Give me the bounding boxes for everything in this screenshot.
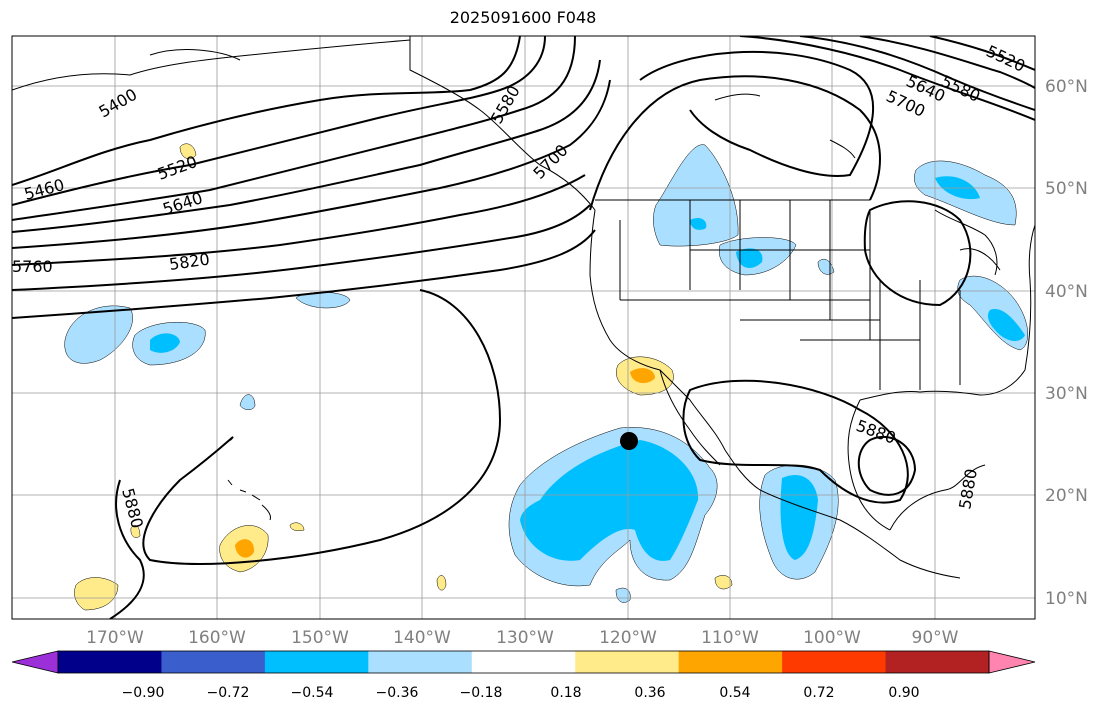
- colorbar-tick-label: −0.18: [460, 685, 503, 701]
- shade-pos-light: [130, 525, 141, 538]
- colorbar-extend-low: [11, 650, 59, 674]
- contour-label: 5820: [168, 249, 211, 273]
- contour-label: 5640: [160, 188, 205, 219]
- lat-label: 30°N: [1045, 384, 1088, 404]
- colorbar-tick-label: 0.54: [719, 685, 750, 701]
- colorbar: [11, 650, 1036, 674]
- map-frame: [11, 35, 1036, 620]
- lat-label: 50°N: [1045, 179, 1088, 199]
- shade-neg-mid: [780, 474, 818, 560]
- colorbar-segment: [58, 651, 162, 673]
- contour-label: 5520: [155, 152, 200, 184]
- colorbar-segment: [161, 651, 266, 673]
- lat-label: 60°N: [1045, 77, 1088, 97]
- height-contours: [12, 36, 1035, 619]
- colorbar-tick-label: 0.72: [803, 685, 834, 701]
- lon-label: 110°W: [701, 628, 759, 648]
- contour-label: 5580: [487, 82, 524, 127]
- shade-neg-light: [615, 587, 631, 603]
- lon-label: 90°W: [912, 628, 959, 648]
- map-area: 5400 5460 5520 5640 5820 5760 5580 5700 …: [12, 36, 1035, 619]
- shade-neg-light: [653, 144, 739, 247]
- map-title: 2025091600 F048: [449, 8, 597, 27]
- lat-label: 40°N: [1045, 282, 1088, 302]
- colorbar-tick-label: −0.90: [122, 685, 165, 701]
- colorbar-tick-label: 0.18: [550, 685, 581, 701]
- shade-pos-light: [436, 575, 447, 591]
- colorbar-tick-label: −0.54: [291, 685, 334, 701]
- colorbar-segment: [885, 651, 990, 673]
- lon-label: 150°W: [291, 628, 349, 648]
- shade-pos-light: [289, 522, 305, 532]
- contour-label: 5400: [96, 85, 141, 122]
- shade-neg-mid: [987, 309, 1025, 342]
- location-marker[interactable]: [620, 432, 638, 450]
- shade-pos-light: [74, 577, 119, 611]
- colorbar-tick-label: 0.36: [634, 685, 665, 701]
- contour-label: 5760: [12, 257, 53, 276]
- shade-neg-mid: [736, 248, 763, 268]
- coastlines: [12, 36, 1035, 579]
- colorbar-segment: [782, 651, 887, 673]
- longitude-labels: 170°W 160°W 150°W 140°W 130°W 120°W 110°…: [86, 628, 959, 648]
- lon-label: 170°W: [86, 628, 144, 648]
- colorbar-ticks: −0.90 −0.72 −0.54 −0.36 −0.18 0.18 0.36 …: [122, 685, 920, 701]
- colorbar-tick-label: 0.90: [888, 685, 919, 701]
- colorbar-segment: [471, 651, 576, 673]
- shade-neg-mid: [690, 217, 707, 230]
- colorbar-tick-label: −0.72: [207, 685, 250, 701]
- lon-label: 160°W: [188, 628, 246, 648]
- contour-label: 5880: [118, 486, 147, 530]
- shade-pos-mid: [630, 368, 655, 384]
- colorbar-segment: [575, 651, 680, 673]
- anomaly-shading: [64, 143, 1028, 611]
- contour-labels: 5400 5460 5520 5640 5820 5760 5580 5700 …: [12, 41, 1028, 530]
- shade-neg-mid: [520, 440, 699, 561]
- shade-pos-mid: [235, 539, 255, 558]
- colorbar-extend-high: [988, 650, 1036, 674]
- colorbar-segment: [678, 651, 783, 673]
- shade-pos-light: [179, 143, 197, 160]
- latitude-labels: 60°N 50°N 40°N 30°N 20°N 10°N: [1045, 77, 1088, 609]
- lon-label: 120°W: [599, 628, 657, 648]
- colorbar-segment: [264, 651, 369, 673]
- lat-label: 10°N: [1045, 589, 1088, 609]
- contour-label: 5880: [955, 467, 981, 510]
- shade-neg-light: [239, 394, 256, 410]
- contour-label: 5520: [983, 41, 1028, 75]
- shade-pos-light: [714, 575, 733, 590]
- lat-label: 20°N: [1045, 486, 1088, 506]
- colorbar-segment: [368, 651, 473, 673]
- colorbar-frame: [57, 650, 990, 674]
- contour-label: 5880: [854, 416, 899, 448]
- colorbar-tick-label: −0.36: [376, 685, 419, 701]
- lon-label: 130°W: [496, 628, 554, 648]
- lon-label: 100°W: [803, 628, 861, 648]
- shade-neg-mid: [150, 333, 180, 353]
- lon-label: 140°W: [393, 628, 451, 648]
- graticule: [12, 36, 1035, 619]
